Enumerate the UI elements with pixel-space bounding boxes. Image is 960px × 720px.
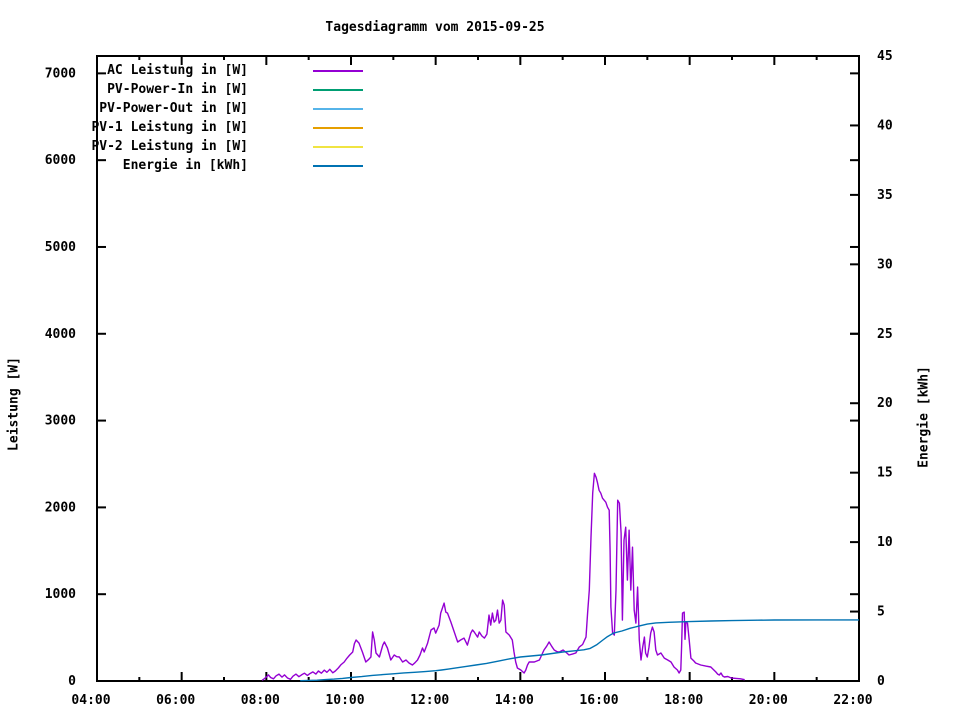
- legend-line-sample: [313, 88, 363, 91]
- y-right-tick-label: 0: [877, 674, 885, 689]
- y-right-tick-label: 45: [877, 49, 893, 64]
- legend-item: PV-2 Leistung in [W]: [0, 137, 363, 156]
- x-tick-label: 12:00: [410, 693, 449, 708]
- y-left-tick-label: 7000: [45, 66, 76, 81]
- legend-item: Energie in [kWh]: [0, 156, 363, 175]
- legend-label: AC Leistung in [W]: [107, 63, 248, 78]
- x-tick-label: 08:00: [241, 693, 280, 708]
- legend-item: PV-Power-Out in [W]: [0, 99, 363, 118]
- x-tick-label: 10:00: [325, 693, 364, 708]
- y-right-tick-label: 5: [877, 605, 885, 620]
- y-left-tick-label: 5000: [45, 240, 76, 255]
- legend-label: PV-Power-In in [W]: [107, 82, 248, 97]
- y-left-tick-label: 4000: [45, 327, 76, 342]
- x-tick-label: 14:00: [495, 693, 534, 708]
- y-right-tick-label: 35: [877, 188, 893, 203]
- x-tick-label: 06:00: [156, 693, 195, 708]
- legend-line-sample: [313, 69, 363, 72]
- y-left-tick-label: 2000: [45, 500, 76, 515]
- chart-title: Tagesdiagramm vom 2015-09-25: [325, 20, 545, 35]
- legend-label: PV-2 Leistung in [W]: [91, 139, 248, 154]
- x-tick-label: 04:00: [71, 693, 110, 708]
- y-left-tick-label: 0: [68, 674, 76, 689]
- y-left-tick-label: 1000: [45, 587, 76, 602]
- legend-line-sample: [313, 145, 363, 148]
- legend-label: PV-1 Leistung in [W]: [91, 120, 248, 135]
- y-right-tick-label: 10: [877, 535, 893, 550]
- legend-item: PV-Power-In in [W]: [0, 80, 363, 99]
- y-right-tick-label: 40: [877, 118, 893, 133]
- x-tick-label: 16:00: [579, 693, 618, 708]
- legend-line-sample: [313, 107, 363, 110]
- series-line-6: [300, 619, 859, 682]
- legend-label: PV-Power-Out in [W]: [99, 101, 248, 116]
- y-left-tick-label: 6000: [45, 153, 76, 168]
- legend-item: AC Leistung in [W]: [0, 61, 363, 80]
- legend-line-sample: [313, 126, 363, 129]
- y-left-tick-label: 3000: [45, 414, 76, 429]
- x-tick-label: 20:00: [749, 693, 788, 708]
- y-right-tick-label: 15: [877, 466, 893, 481]
- x-tick-label: 22:00: [833, 693, 872, 708]
- x-tick-label: 18:00: [664, 693, 703, 708]
- plot-border: [96, 55, 860, 682]
- y-right-tick-label: 25: [877, 327, 893, 342]
- series-line-1: [261, 472, 745, 681]
- legend-label: Energie in [kWh]: [122, 158, 248, 173]
- y-right-tick-label: 30: [877, 257, 893, 272]
- y-right-tick-label: 20: [877, 396, 893, 411]
- legend: AC Leistung in [W] PV-Power-In in [W] PV-P…: [0, 61, 363, 175]
- legend-line-sample: [313, 164, 363, 167]
- legend-item: PV-1 Leistung in [W]: [0, 118, 363, 137]
